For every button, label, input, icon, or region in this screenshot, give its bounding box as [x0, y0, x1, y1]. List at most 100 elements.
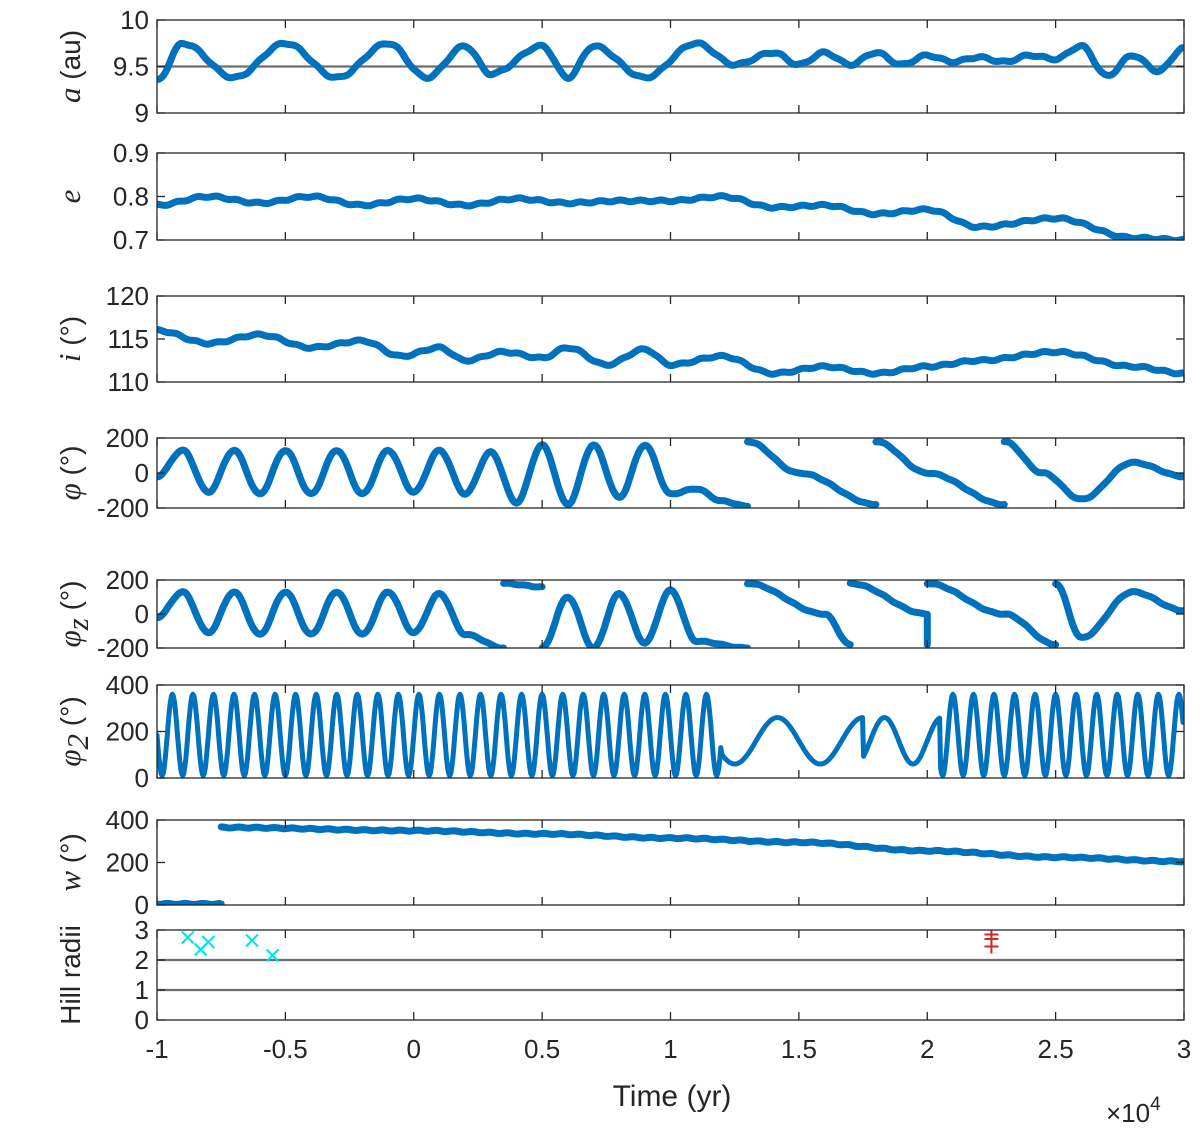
- y-tick-label: 0: [135, 458, 149, 488]
- series-line: [1000, 438, 1184, 503]
- series-line: [157, 326, 1184, 378]
- y-axis-symbol: a: [52, 88, 87, 104]
- x-tick-label: 0.5: [524, 1034, 560, 1064]
- y-axis-label: a (au): [52, 30, 87, 103]
- series-line: [538, 586, 751, 648]
- panel-i: 110 115 120 i (°): [52, 281, 1185, 397]
- x-tick-label: 2.5: [1038, 1034, 1074, 1064]
- y-tick-label: 2: [135, 945, 149, 975]
- series-line: [157, 441, 751, 508]
- y-tick-label: 400: [106, 670, 149, 700]
- y-tick-label: 400: [106, 805, 149, 835]
- series-phiz: [157, 580, 1184, 648]
- x-axis-exponent: ×104: [1106, 1094, 1161, 1128]
- y-tick-label: 110: [108, 367, 149, 397]
- x-axis: Time (yr) ×104 -1 -0.5 0 0.5 1 1.5 2 2.5 3: [145, 1034, 1191, 1128]
- y-axis-label: φ (°): [52, 446, 87, 501]
- y-tick-label: -200: [97, 493, 149, 523]
- series-line: [157, 691, 1184, 778]
- panel-phi2: 0 200 400 φ2 (°): [52, 670, 1185, 793]
- y-tick-label: 9.5: [113, 52, 149, 82]
- panel-e: 0.7 0.8 0.9 e: [52, 138, 1185, 255]
- y-tick-label: 0: [135, 890, 149, 920]
- series-line: [157, 588, 508, 648]
- y-axis-label: w (°): [52, 833, 87, 891]
- cyan-cross-marker: [245, 933, 259, 948]
- x-tick-label: 2: [920, 1034, 934, 1064]
- y-axis-symbol: φ: [52, 483, 87, 500]
- y-tick-label: 120: [106, 281, 149, 311]
- y-axis-symbol: e: [52, 189, 87, 203]
- x-tick-label: 1.5: [781, 1034, 817, 1064]
- x-tick-label: -0.5: [263, 1034, 308, 1064]
- y-tick-label: 0: [135, 599, 149, 629]
- cyan-cross-marker: [201, 935, 216, 949]
- panel-phiz: -200 0 200 φz (°): [52, 565, 1185, 663]
- x-axis-label: Time (yr): [613, 1080, 732, 1113]
- series-line: [217, 823, 1184, 866]
- y-axis-label: φ2 (°): [52, 696, 95, 766]
- y-tick-label: 115: [108, 324, 149, 354]
- red-plus-marker: [984, 939, 999, 954]
- series-i: [157, 326, 1184, 378]
- y-axis-subscript: z: [60, 618, 95, 631]
- series-line: [923, 580, 1060, 648]
- x-tick-label: -1: [145, 1034, 168, 1064]
- x-tick-label: 3: [1177, 1034, 1191, 1064]
- y-tick-label: 200: [106, 848, 149, 878]
- y-tick-label: 0: [135, 763, 149, 793]
- series-line: [1052, 580, 1184, 641]
- y-tick-label: 10: [120, 5, 149, 35]
- y-tick-label: 200: [106, 717, 149, 747]
- y-axis-label: φz (°): [52, 581, 95, 648]
- x-tick-label: 1: [663, 1034, 677, 1064]
- series-phi2: [157, 691, 1184, 778]
- series-line: [157, 899, 225, 905]
- series-line: [744, 438, 880, 508]
- y-axis-label: e: [52, 189, 87, 203]
- y-axis-symbol: w: [52, 871, 87, 892]
- series-line: [872, 438, 1008, 508]
- y-axis-unit: (°): [55, 696, 86, 734]
- y-axis-label: i (°): [52, 316, 87, 362]
- axes-frame: [156, 437, 1185, 509]
- y-tick-label: 200: [106, 423, 149, 453]
- y-tick-label: 0.7: [113, 225, 149, 255]
- y-axis-unit: (°): [55, 833, 86, 871]
- series-line: [500, 580, 546, 591]
- y-tick-label: 0.8: [113, 182, 149, 212]
- series-line: [157, 192, 1184, 240]
- y-axis-unit: (°): [55, 446, 86, 484]
- series-line: [157, 39, 1184, 83]
- cyan-cross-marker: [181, 930, 195, 945]
- series-phi: [157, 438, 1184, 508]
- y-tick-label: 200: [106, 565, 149, 595]
- y-axis-label: Hill radii: [55, 925, 86, 1025]
- y-axis-symbol: φ: [52, 630, 87, 647]
- y-tick-label: 1: [135, 975, 149, 1005]
- axes-frame: [156, 819, 1185, 906]
- x-tick-label: 0: [407, 1034, 421, 1064]
- y-axis-symbol: i: [52, 354, 87, 363]
- series-w: [157, 823, 1184, 905]
- panel-w: 0 200 400 w (°): [52, 805, 1185, 920]
- y-axis-subscript: 2: [60, 734, 95, 750]
- series-e: [157, 192, 1184, 240]
- y-tick-label: 9: [135, 98, 149, 128]
- cyan-cross-marker: [265, 948, 280, 963]
- y-axis-symbol: φ: [52, 749, 87, 766]
- series-a: [157, 39, 1184, 83]
- y-axis-unit: (°): [55, 316, 86, 354]
- panel-a: 9 9.5 10 a (au): [52, 5, 1185, 128]
- series-line: [744, 580, 854, 648]
- axes-frame: [156, 929, 1185, 1021]
- y-axis-unit: (°): [55, 581, 86, 619]
- series-hill: [181, 930, 999, 963]
- y-tick-label: 0: [135, 1005, 149, 1035]
- panel-phi: -200 0 200 φ (°): [52, 423, 1185, 523]
- series-line: [846, 580, 931, 648]
- y-axis-unit: (au): [55, 30, 86, 88]
